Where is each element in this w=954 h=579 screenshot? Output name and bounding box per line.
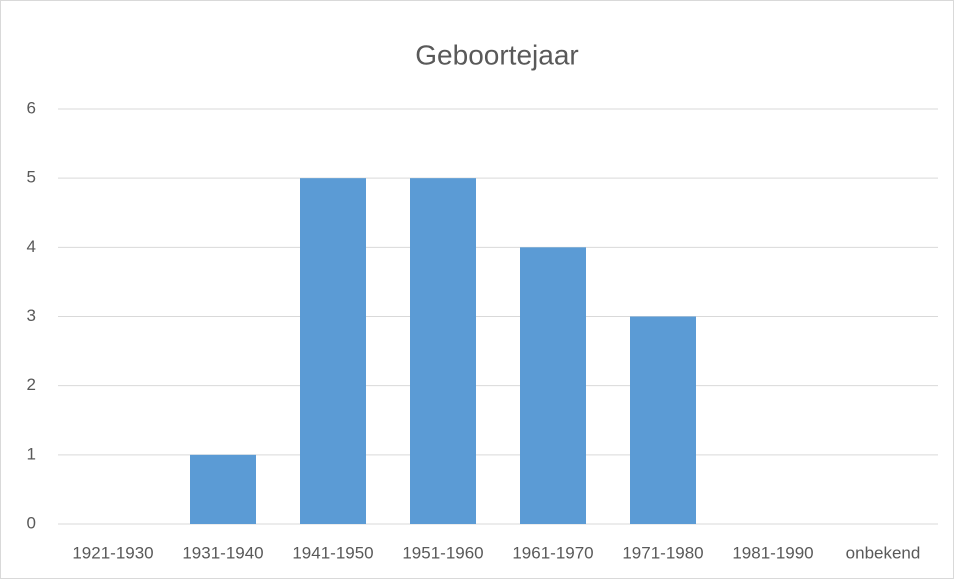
x-tick-label: 1971-1980 [622, 543, 703, 562]
y-tick-label: 1 [27, 444, 36, 463]
x-tick-label: 1961-1970 [512, 543, 593, 562]
chart-title: Geboortejaar [415, 39, 578, 70]
y-tick-label: 3 [27, 306, 36, 325]
x-tick-label: 1921-1930 [72, 543, 153, 562]
x-tick-label: 1981-1990 [732, 543, 813, 562]
y-tick-label: 6 [27, 98, 36, 117]
bar [190, 454, 256, 524]
bar [520, 247, 586, 525]
y-tick-label: 5 [27, 168, 36, 187]
bar [630, 316, 696, 524]
x-tick-label: 1941-1950 [292, 543, 373, 562]
y-tick-label: 2 [27, 375, 36, 394]
x-tick-label: onbekend [846, 543, 921, 562]
x-tick-label: 1951-1960 [402, 543, 483, 562]
bar [300, 178, 366, 524]
y-tick-label: 4 [27, 237, 36, 256]
y-tick-label: 0 [27, 513, 36, 532]
bar [410, 178, 476, 524]
x-tick-label: 1931-1940 [182, 543, 263, 562]
